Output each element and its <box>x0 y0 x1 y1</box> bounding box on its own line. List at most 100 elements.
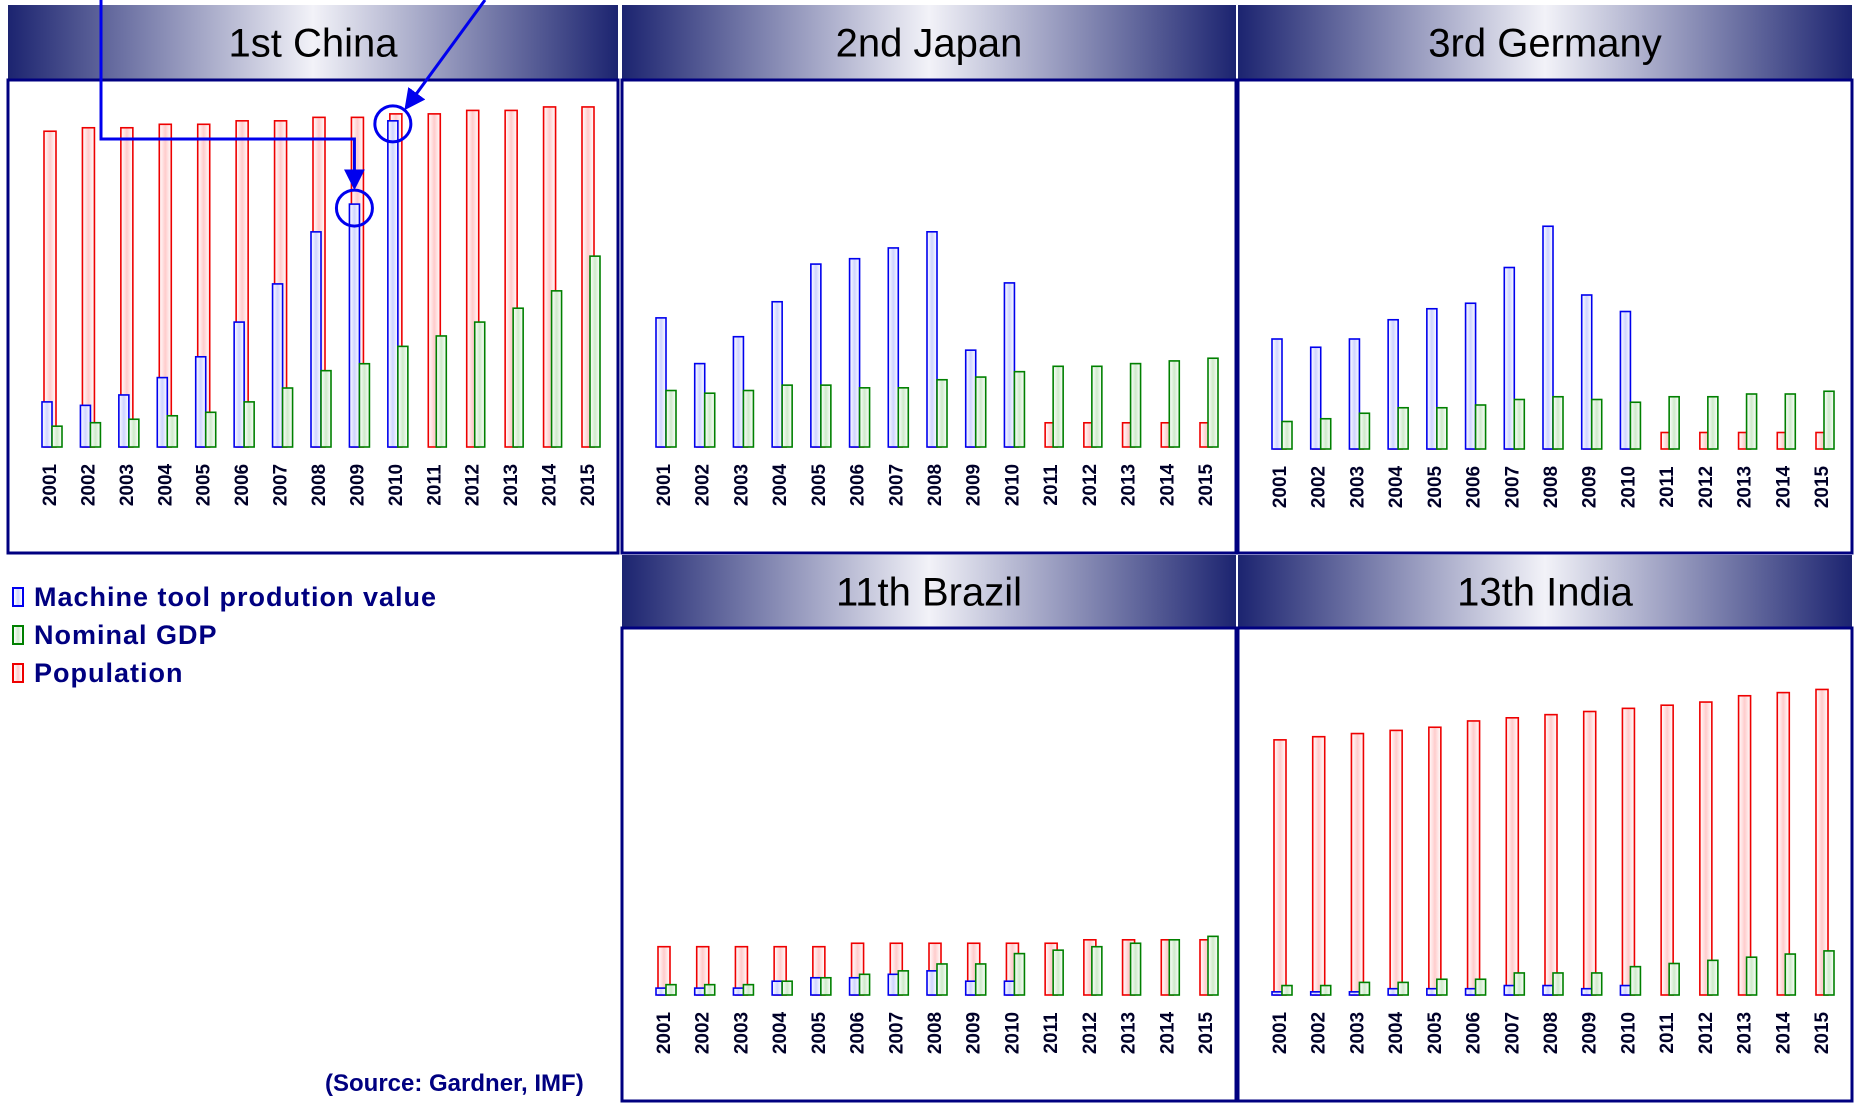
machine-tool-bar-2009 <box>964 349 977 448</box>
nominal-gdp-bar-2008 <box>936 378 948 448</box>
x-tick-label: 2007 <box>1502 466 1523 508</box>
population-bar-2005 <box>1428 726 1442 996</box>
nominal-gdp-bar-2011 <box>1668 962 1680 996</box>
nominal-gdp-bar-2015 <box>1823 390 1835 450</box>
nominal-gdp-bar-2008 <box>936 963 948 996</box>
nominal-gdp-bar-2013 <box>512 307 524 448</box>
x-tick-label: 2013 <box>501 464 522 506</box>
machine-tool-bar-2003 <box>732 987 745 996</box>
x-tick-label: 2001 <box>1270 465 1291 508</box>
x-tick-label: 2001 <box>654 1011 675 1054</box>
population-bar-2001 <box>43 130 57 448</box>
panel-title-band <box>8 5 618 80</box>
legend-swatch-red <box>12 663 24 683</box>
nominal-gdp-bar-2010 <box>1013 370 1026 448</box>
x-tick-label: 2013 <box>1119 1012 1140 1054</box>
machine-tool-bar-2007 <box>1503 266 1516 450</box>
nominal-gdp-bar-2004 <box>1397 406 1409 450</box>
x-tick-label: 2002 <box>693 1012 714 1054</box>
machine-tool-bar-2004 <box>1387 318 1399 450</box>
nominal-gdp-bar-2012 <box>1091 365 1103 448</box>
nominal-gdp-bar-2004 <box>781 980 793 996</box>
nominal-gdp-bar-2002 <box>703 983 716 996</box>
nominal-gdp-bar-2011 <box>1052 365 1064 448</box>
nominal-gdp-bar-2013 <box>1129 362 1142 448</box>
x-tick-label: 2008 <box>309 464 330 506</box>
nominal-gdp-bar-2011 <box>435 335 448 448</box>
nominal-gdp-bar-2003 <box>1358 981 1371 996</box>
nominal-gdp-bar-2006 <box>1474 978 1487 996</box>
x-tick-label: 2010 <box>1618 1012 1639 1054</box>
nominal-gdp-bar-2010 <box>397 345 409 448</box>
nominal-gdp-bar-2004 <box>1397 981 1409 996</box>
nominal-gdp-bar-2010 <box>1013 952 1026 996</box>
nominal-gdp-bar-2002 <box>1319 984 1332 996</box>
legend-item-machine-tool: Machine tool prodution value <box>12 578 572 616</box>
x-tick-label: 2004 <box>155 463 176 506</box>
nominal-gdp-bar-2007 <box>1513 972 1526 996</box>
machine-tool-bar-2005 <box>194 355 207 448</box>
x-tick-label: 2010 <box>1618 466 1639 508</box>
machine-tool-bar-2002 <box>1309 991 1322 996</box>
x-tick-label: 2005 <box>809 1011 830 1054</box>
nominal-gdp-bar-2012 <box>473 321 486 448</box>
panel-title: 1st China <box>229 22 399 66</box>
population-bar-2006 <box>1466 720 1481 996</box>
panel-frame <box>620 78 1238 555</box>
nominal-gdp-bar-2004 <box>166 414 179 448</box>
x-tick-label: 2008 <box>925 464 946 506</box>
machine-tool-bar-2004 <box>771 980 783 996</box>
nominal-gdp-bar-2003 <box>128 418 140 448</box>
machine-tool-bar-2003 <box>1348 338 1361 450</box>
x-tick-label: 2001 <box>1270 1011 1291 1054</box>
nominal-gdp-bar-2013 <box>1129 942 1142 996</box>
x-tick-label: 2006 <box>1464 1012 1485 1054</box>
nominal-gdp-bar-2006 <box>1474 404 1487 450</box>
machine-tool-bar-2005 <box>1426 307 1438 450</box>
legend-item-nominal-gdp: Nominal GDP <box>12 616 572 654</box>
nominal-gdp-bar-2006 <box>858 973 871 996</box>
x-tick-label: 2013 <box>1735 466 1756 508</box>
nominal-gdp-bar-2003 <box>1358 412 1371 450</box>
machine-tool-bar-2006 <box>1464 302 1477 450</box>
x-tick-label: 2008 <box>1541 1012 1562 1054</box>
nominal-gdp-bar-2009 <box>974 376 987 448</box>
x-tick-label: 2007 <box>886 464 907 506</box>
x-tick-label: 2006 <box>232 464 253 506</box>
machine-tool-bar-2001 <box>1271 991 1283 996</box>
machine-tool-bar-2002 <box>693 987 706 996</box>
source-note: (Source: Gardner, IMF) <box>325 1070 584 1097</box>
x-tick-label: 2012 <box>1080 1012 1101 1054</box>
nominal-gdp-bar-2002 <box>89 421 102 448</box>
machine-tool-bar-2008 <box>1542 984 1554 996</box>
nominal-gdp-bar-2009 <box>1590 972 1603 996</box>
machine-tool-bar-2002 <box>79 404 92 448</box>
machine-tool-bar-2009 <box>964 980 977 996</box>
x-tick-label: 2014 <box>1157 1011 1178 1054</box>
machine-tool-bar-2006 <box>848 976 861 996</box>
machine-tool-bar-2003 <box>1348 991 1361 996</box>
machine-tool-bar-2007 <box>1503 984 1516 996</box>
x-tick-label: 2010 <box>386 464 407 506</box>
panel-title: 2nd Japan <box>836 22 1023 66</box>
x-tick-label: 2005 <box>1425 1011 1446 1054</box>
machine-tool-bar-2006 <box>848 257 861 448</box>
highlight-circle-2010 <box>373 104 413 144</box>
panel-frame <box>620 626 1238 1103</box>
nominal-gdp-bar-2001 <box>1281 984 1293 996</box>
x-tick-label: 2014 <box>1773 1011 1794 1054</box>
nominal-gdp-bar-2001 <box>51 425 63 448</box>
nominal-gdp-bar-2008 <box>1552 395 1564 450</box>
nominal-gdp-bar-2014 <box>550 290 563 448</box>
nominal-gdp-bar-2012 <box>1707 395 1719 450</box>
panel-title-band <box>1238 5 1852 80</box>
machine-tool-bar-2009 <box>348 203 361 448</box>
x-tick-label: 2008 <box>925 1012 946 1054</box>
x-tick-label: 2002 <box>693 464 714 506</box>
panel-frame <box>1236 626 1854 1103</box>
x-tick-label: 2015 <box>1196 1011 1217 1054</box>
x-tick-label: 2001 <box>654 463 675 506</box>
x-tick-label: 2001 <box>40 463 61 506</box>
nominal-gdp-bar-2002 <box>1319 417 1332 450</box>
machine-tool-bar-2003 <box>732 335 745 448</box>
